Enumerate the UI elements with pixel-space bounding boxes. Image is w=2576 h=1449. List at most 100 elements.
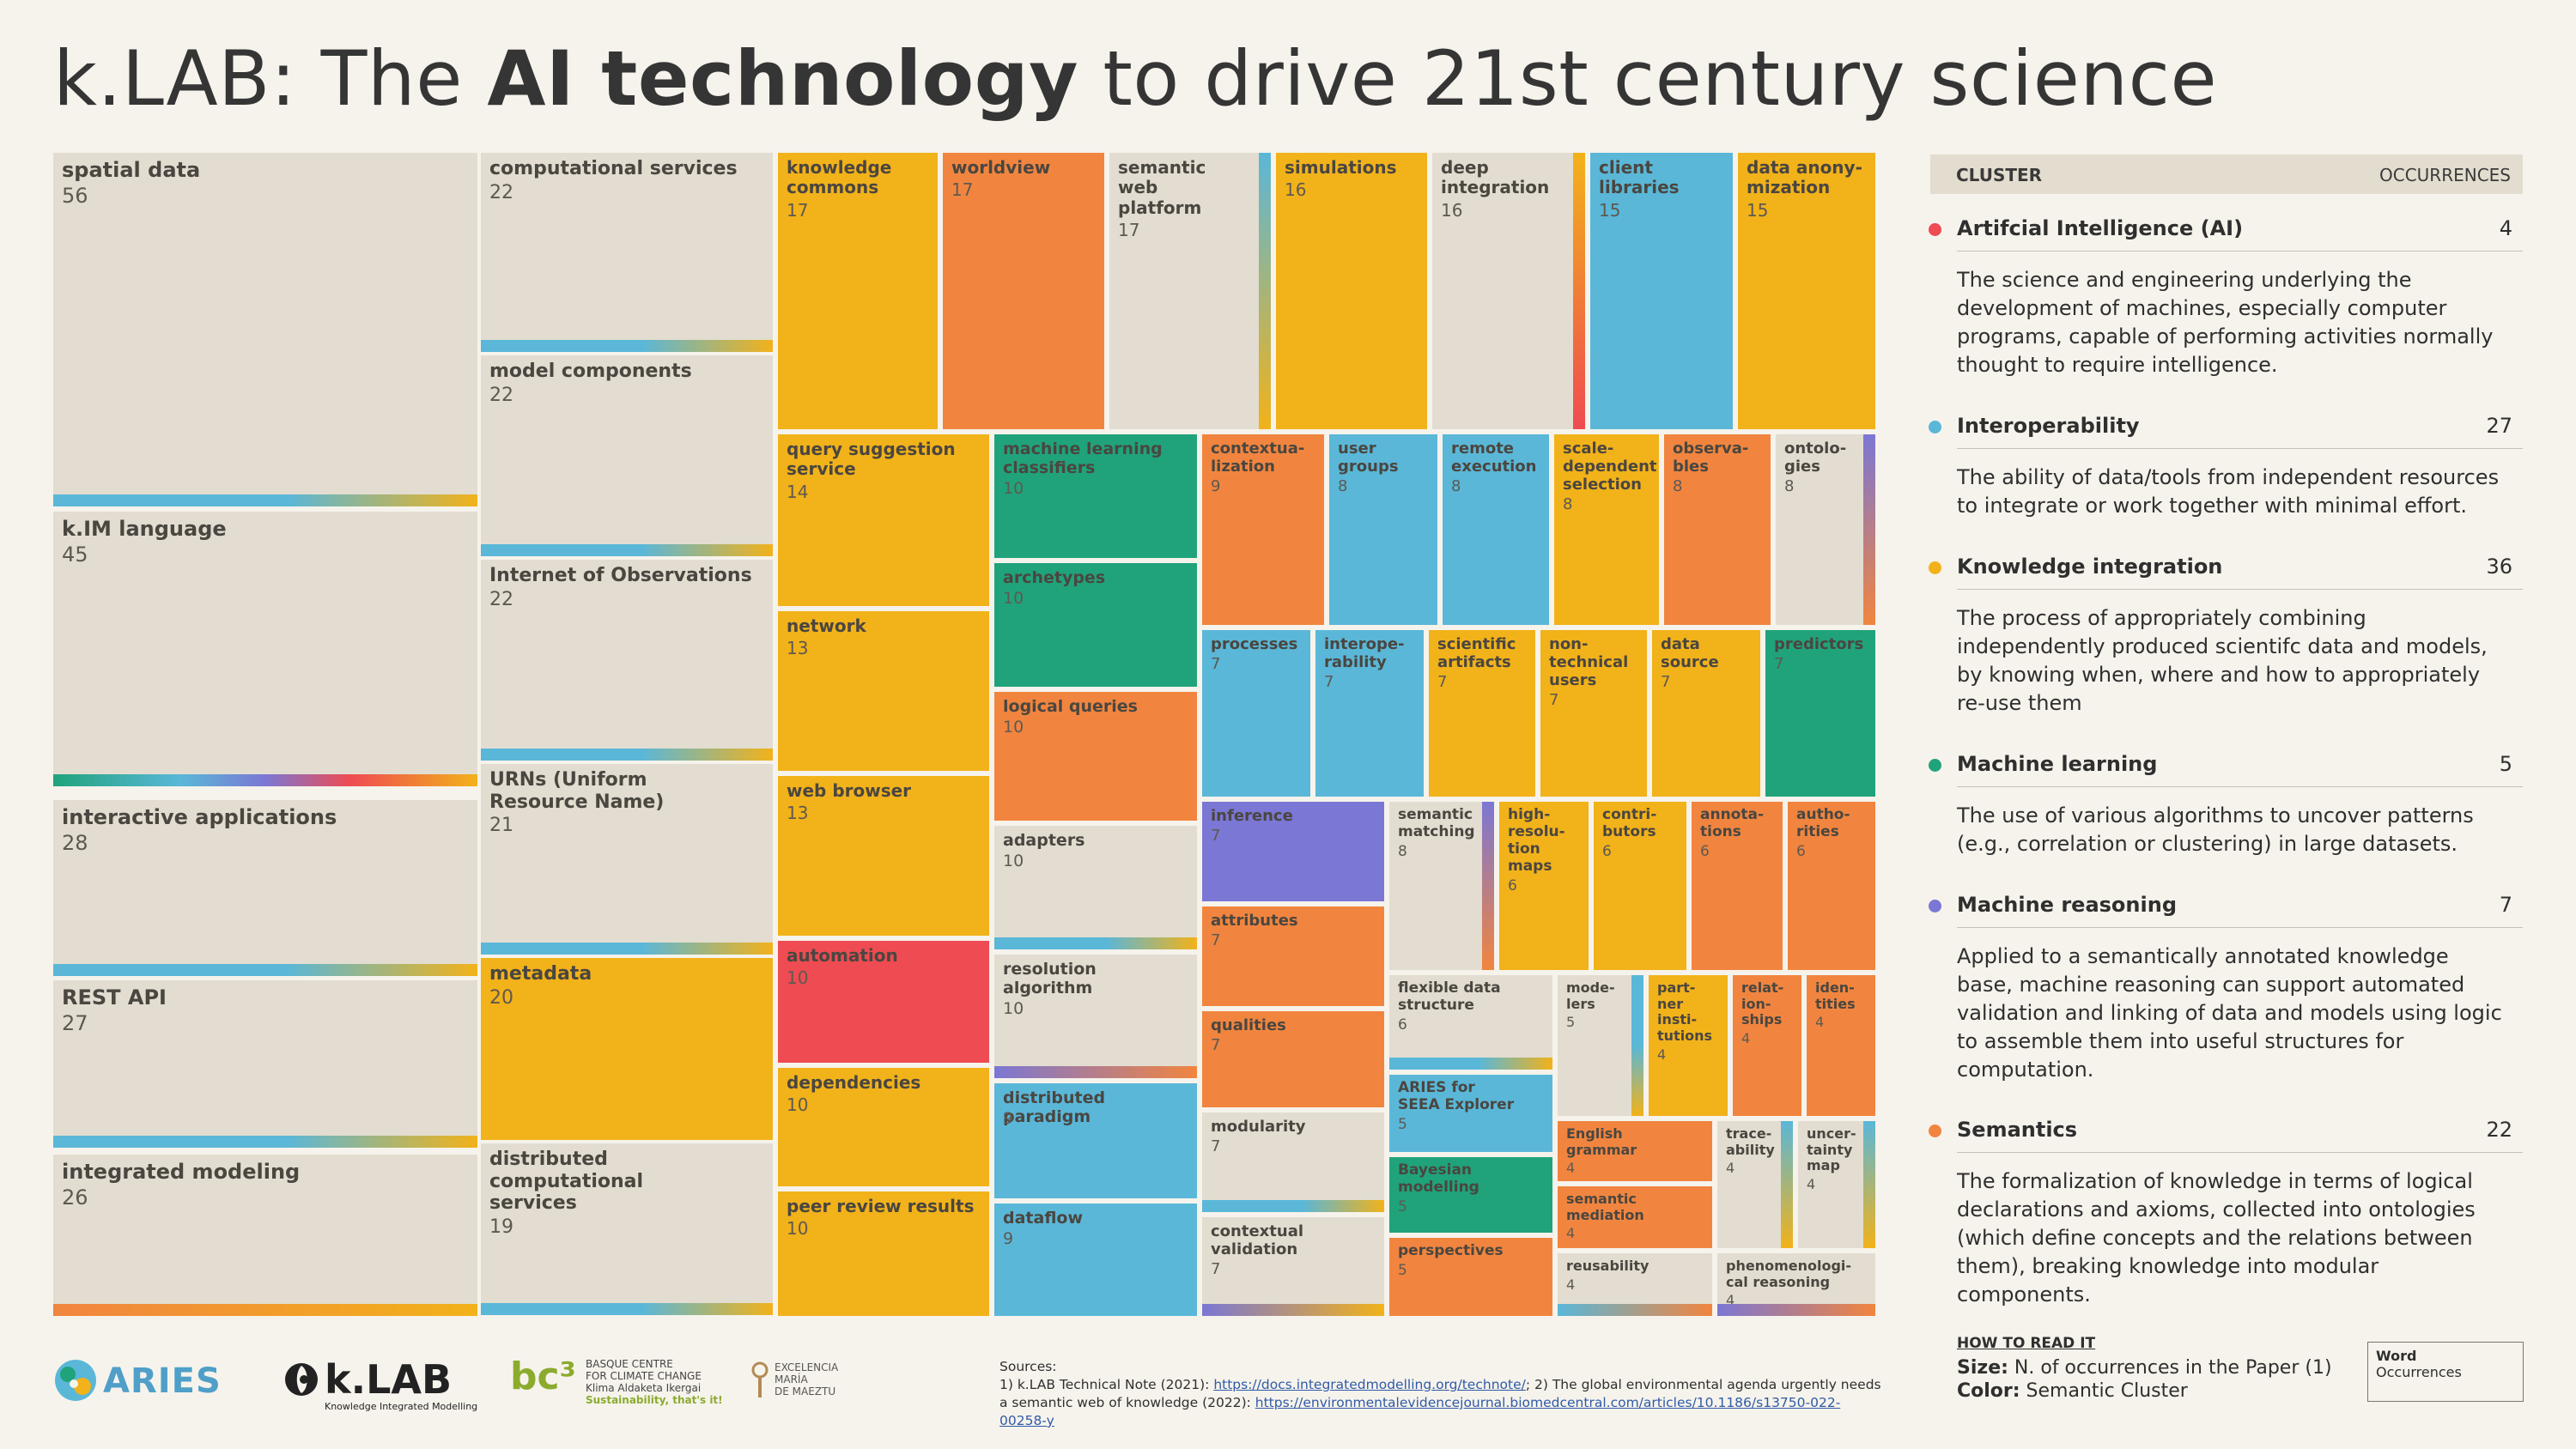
cell-value: 10 <box>787 1218 809 1240</box>
treemap-cell-autho-rities: autho- rities 6 <box>1788 802 1875 970</box>
treemap-cell-predictors: predictors 7 <box>1765 630 1875 797</box>
source-link-journal[interactable]: https://environmentalevidencejournal.bio… <box>999 1395 1841 1428</box>
legend-dot <box>1929 759 1941 772</box>
cell-word: dependencies <box>787 1072 921 1093</box>
cell-word: URNs (Uniform Resource Name) <box>489 769 665 813</box>
treemap-cell-user-groups: user groups 8 <box>1329 434 1437 625</box>
treemap-cell-data-source: data source 7 <box>1652 630 1760 797</box>
cell-value: 14 <box>787 481 809 502</box>
treemap-cell-knowledge-commons: knowledge commons 17 <box>778 153 938 429</box>
cell-value: 10 <box>787 1094 809 1116</box>
treemap-cell-spatial-data: spatial data 56 <box>53 153 477 506</box>
cell-value: 26 <box>62 1185 88 1210</box>
cell-cluster-strip <box>1717 1304 1875 1316</box>
treemap-cell-computational-services: computational services 22 <box>481 153 773 352</box>
treemap-cell-remote-execution: remote execution 8 <box>1443 434 1549 625</box>
cell-value: 10 <box>787 967 809 989</box>
legend-count: 27 <box>2486 414 2512 438</box>
cell-word: data anony- mization <box>1747 157 1862 198</box>
cell-value: 4 <box>1566 1225 1576 1242</box>
legend-divider <box>1957 589 2523 590</box>
legend-dot <box>1929 223 1941 236</box>
treemap-cell-flexible-data-structure: flexible data structure 6 <box>1389 975 1552 1070</box>
cell-cluster-strip <box>481 544 773 556</box>
cell-word: semantic web platform <box>1118 157 1206 218</box>
treemap-cell-adapters: adapters 10 <box>994 826 1197 949</box>
cell-word: semantic matching <box>1398 806 1475 840</box>
cell-value: 4 <box>1566 1276 1576 1293</box>
cell-cluster-strip <box>53 774 477 786</box>
cell-cluster-strip <box>994 1066 1197 1078</box>
treemap-cell-interactive-applications: interactive applications 28 <box>53 800 477 976</box>
cell-cluster-strip <box>1573 153 1585 429</box>
cell-value: 10 <box>1003 852 1024 871</box>
cell-cluster-strip <box>1781 1121 1793 1248</box>
cell-cluster-strip <box>1631 975 1643 1116</box>
treemap-cell-scientific-artifacts: scientific artifacts 7 <box>1429 630 1535 797</box>
treemap-cell-contextual-validation: contextual validation 7 <box>1202 1217 1384 1316</box>
cell-cluster-strip <box>1482 802 1494 970</box>
cell-value: 5 <box>1566 1014 1576 1031</box>
cell-word: data source <box>1661 635 1719 672</box>
cell-word: adapters <box>1003 831 1085 850</box>
cell-value: 4 <box>1815 1014 1825 1031</box>
cell-cluster-strip <box>994 937 1197 949</box>
legend-count: 5 <box>2499 752 2512 776</box>
cell-value: 22 <box>489 384 513 406</box>
legend-divider <box>1957 251 2523 252</box>
treemap-cell-contextua-lization: contextua- lization 9 <box>1202 434 1324 625</box>
maeztu-logo-icon <box>750 1361 769 1399</box>
cell-cluster-strip <box>481 340 773 352</box>
cell-value: 6 <box>1602 842 1612 860</box>
treemap-cell-dependencies: dependencies 10 <box>778 1068 989 1186</box>
cell-value: 8 <box>1338 477 1348 496</box>
cell-value: 4 <box>1566 1160 1576 1177</box>
cell-word: part- ner insti- tutions <box>1657 979 1713 1045</box>
cell-word: predictors <box>1774 635 1864 653</box>
cell-value: 7 <box>1437 673 1448 692</box>
treemap-cell-network: network 13 <box>778 611 989 771</box>
cell-word: relat- ion- ships <box>1741 979 1784 1028</box>
cell-value: 27 <box>62 1011 88 1036</box>
cell-word: phenomenologi- cal reasoning <box>1726 1258 1852 1290</box>
cell-word: contri- butors <box>1602 806 1657 840</box>
legend-dot <box>1929 561 1941 574</box>
cell-value: 16 <box>1441 199 1463 221</box>
cell-word: query suggestion service <box>787 439 956 480</box>
cell-cluster-strip <box>1863 434 1875 625</box>
cell-value: 8 <box>1398 842 1407 860</box>
cell-word: scientific artifacts <box>1437 635 1516 672</box>
legend-header: CLUSTER OCCURRENCES <box>1930 155 2523 194</box>
cell-word: iden- tities <box>1815 979 1856 1012</box>
cell-value: 17 <box>787 199 809 221</box>
treemap-cell-dataflow: dataflow 9 <box>994 1203 1197 1316</box>
cell-cluster-strip <box>1863 1121 1875 1248</box>
treemap-cell-interope-rability: interope- rability 7 <box>1315 630 1424 797</box>
cell-word: Internet of Observations <box>489 565 752 586</box>
cell-cluster-strip <box>53 494 477 506</box>
cell-cluster-strip <box>481 749 773 761</box>
cell-cluster-strip <box>1389 1058 1552 1070</box>
cell-word: high- resolu- tion maps <box>1508 806 1565 875</box>
bc3-logo-caption: BASQUE CENTRE FOR CLIMATE CHANGE Klima A… <box>586 1358 723 1406</box>
cell-word: modularity <box>1211 1118 1306 1136</box>
cell-value: 4 <box>1726 1292 1735 1309</box>
cell-value: 19 <box>489 1216 513 1239</box>
source-link-technote[interactable]: https://docs.integratedmodelling.org/tec… <box>1213 1377 1526 1392</box>
cell-value: 10 <box>1003 718 1024 737</box>
treemap-cell-english-grammar: English grammar 4 <box>1558 1121 1712 1181</box>
cell-value: 28 <box>62 831 88 856</box>
legend-desc: Applied to a semantically annotated know… <box>1957 944 2502 1082</box>
cell-value: 6 <box>1700 842 1710 860</box>
legend-name: Machine learning <box>1957 752 2158 776</box>
cell-value: 9 <box>1003 1109 1014 1129</box>
cell-value: 13 <box>787 803 809 824</box>
legend-count: 36 <box>2486 555 2512 579</box>
treemap-cell-perspectives: perspectives 5 <box>1389 1238 1552 1316</box>
cell-word: contextua- lization <box>1211 440 1305 476</box>
treemap-cell-automation: automation 10 <box>778 941 989 1063</box>
cell-word: interactive applications <box>62 805 337 829</box>
cell-word: perspectives <box>1398 1242 1504 1259</box>
cell-word: processes <box>1211 635 1298 653</box>
